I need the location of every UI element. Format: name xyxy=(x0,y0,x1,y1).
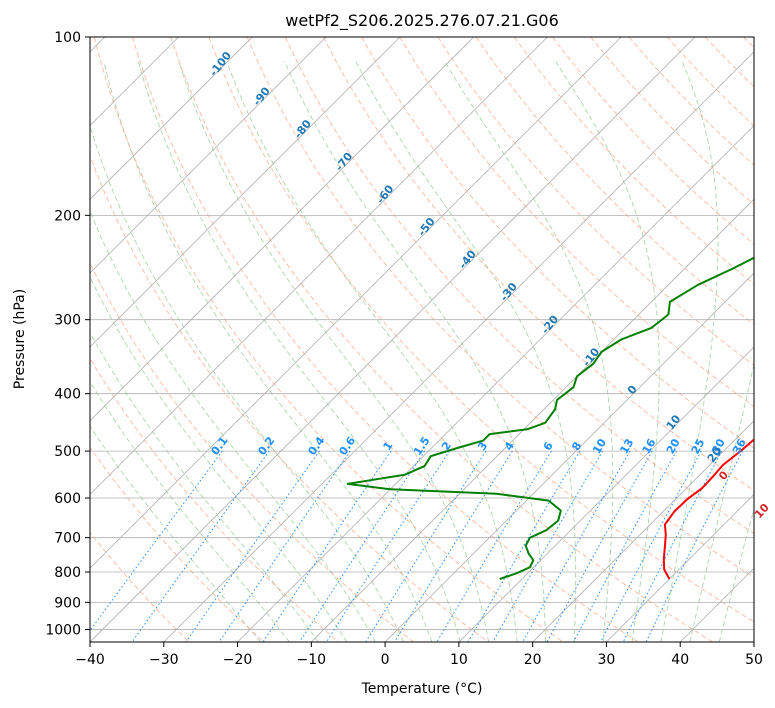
y-tick-label: 1000 xyxy=(45,622,81,638)
isotherm-line xyxy=(237,124,754,642)
moist-adiabat-line xyxy=(660,61,719,642)
moist-adiabat-line xyxy=(90,276,348,642)
dry-adiabat-line xyxy=(399,37,754,407)
isotherm-line xyxy=(90,37,401,348)
mixing-ratio-line xyxy=(299,450,426,642)
mixing-ratio-label: 25 xyxy=(689,437,708,457)
moist-adiabat-line xyxy=(103,61,433,642)
moist-adiabat-line xyxy=(444,61,614,642)
dry-adiabat-line xyxy=(628,37,754,166)
plot-frame xyxy=(89,36,755,643)
mixing-ratio-line xyxy=(546,450,653,642)
isotherms xyxy=(90,37,754,642)
moist-adiabat-line xyxy=(718,507,754,642)
mixing-ratio-label: 36 xyxy=(730,436,749,456)
mixing-ratio-line xyxy=(522,450,631,642)
dry-adiabat-line xyxy=(590,37,754,206)
isotherm-line xyxy=(606,493,754,642)
isotherm-line xyxy=(90,37,253,200)
isotherm-line xyxy=(90,37,696,642)
dry-adiabat-line xyxy=(514,37,754,285)
dry-adiabat-line xyxy=(132,37,639,642)
moist-adiabat-line xyxy=(689,362,754,642)
x-axis-title: Temperature (°C) xyxy=(361,681,483,697)
dry-adiabat-line xyxy=(323,37,754,492)
mixing-ratio-line xyxy=(185,450,320,642)
x-tick-label: −40 xyxy=(75,652,105,668)
mixing-ratio-line xyxy=(622,450,723,642)
isotherm-line xyxy=(90,37,327,274)
mixing-ratio-line xyxy=(600,450,702,642)
x-tick-label: 40 xyxy=(671,652,689,668)
y-tick-label: 200 xyxy=(54,208,81,224)
plot-area xyxy=(90,37,754,642)
y-tick-label: 600 xyxy=(54,491,81,507)
y-tick-label: 300 xyxy=(54,313,81,329)
moist-adiabats xyxy=(90,61,754,642)
moist-adiabat-line xyxy=(555,61,660,642)
isotherm-line xyxy=(90,37,474,422)
profile-series xyxy=(346,256,754,580)
y-tick-label: 900 xyxy=(54,595,81,611)
moist-adiabat-line xyxy=(355,61,577,642)
chart-title: wetPf2_S206.2025.276.07.21.G06 xyxy=(285,11,559,31)
dry-adiabat-line xyxy=(90,531,190,642)
dry-adiabats xyxy=(90,37,754,642)
dry-adiabat-line xyxy=(284,37,754,535)
isotherm-line xyxy=(163,51,754,642)
y-tick-label: 500 xyxy=(54,444,81,460)
y-tick-label: 700 xyxy=(54,531,81,547)
dry-adiabat-line xyxy=(208,37,754,623)
mixing-ratio-line xyxy=(645,450,743,642)
y-tick-label: 400 xyxy=(54,387,81,403)
isotherm-line xyxy=(458,346,754,642)
isobars xyxy=(90,37,754,630)
dry-adiabat-line xyxy=(246,37,754,578)
y-tick-label: 800 xyxy=(54,565,81,581)
x-axis-ticks: −40 −30 −20 −10 0 10 20 30 40 50 xyxy=(75,642,763,668)
temperature-profile-line xyxy=(662,438,754,580)
mixing-ratio-line xyxy=(573,450,677,642)
mixing-ratio-line xyxy=(492,450,604,642)
mixing-ratio-line xyxy=(90,450,223,632)
mixing-ratio-line xyxy=(394,450,513,642)
mixing-ratio-line xyxy=(218,450,351,642)
isotherm-line xyxy=(384,272,754,642)
x-tick-label: −10 xyxy=(297,652,327,668)
dry-adiabat-line xyxy=(90,357,339,642)
moist-adiabat-line xyxy=(226,61,518,642)
dry-adiabat-line xyxy=(437,37,754,366)
isotherm-line xyxy=(90,37,548,496)
dry-adiabat-line xyxy=(361,37,754,449)
isotherm-line xyxy=(90,37,622,569)
y-tick-label: 100 xyxy=(54,30,81,46)
x-tick-label: 0 xyxy=(381,652,390,668)
x-tick-label: −20 xyxy=(223,652,253,668)
dry-adiabat-line xyxy=(93,37,564,642)
y-axis-ticks: 100 200 300 400 500 600 700 800 900 1000 xyxy=(45,30,90,638)
x-tick-label: 30 xyxy=(598,652,616,668)
x-tick-label: 20 xyxy=(524,652,542,668)
isotherm-line xyxy=(311,198,754,642)
x-tick-label: 50 xyxy=(745,652,763,668)
moist-adiabat-line xyxy=(90,331,319,642)
y-axis-title: Pressure (hPa) xyxy=(12,289,28,389)
dry-adiabat-line xyxy=(170,37,713,642)
x-tick-label: −30 xyxy=(149,652,179,668)
dewpoint-profile-line xyxy=(346,256,754,580)
x-tick-label: 10 xyxy=(450,652,468,668)
mixing-ratio-line xyxy=(262,450,392,642)
isotherm-line xyxy=(532,420,754,642)
moist-adiabat-line xyxy=(90,209,376,642)
mixing-ratio-lines xyxy=(90,450,743,642)
